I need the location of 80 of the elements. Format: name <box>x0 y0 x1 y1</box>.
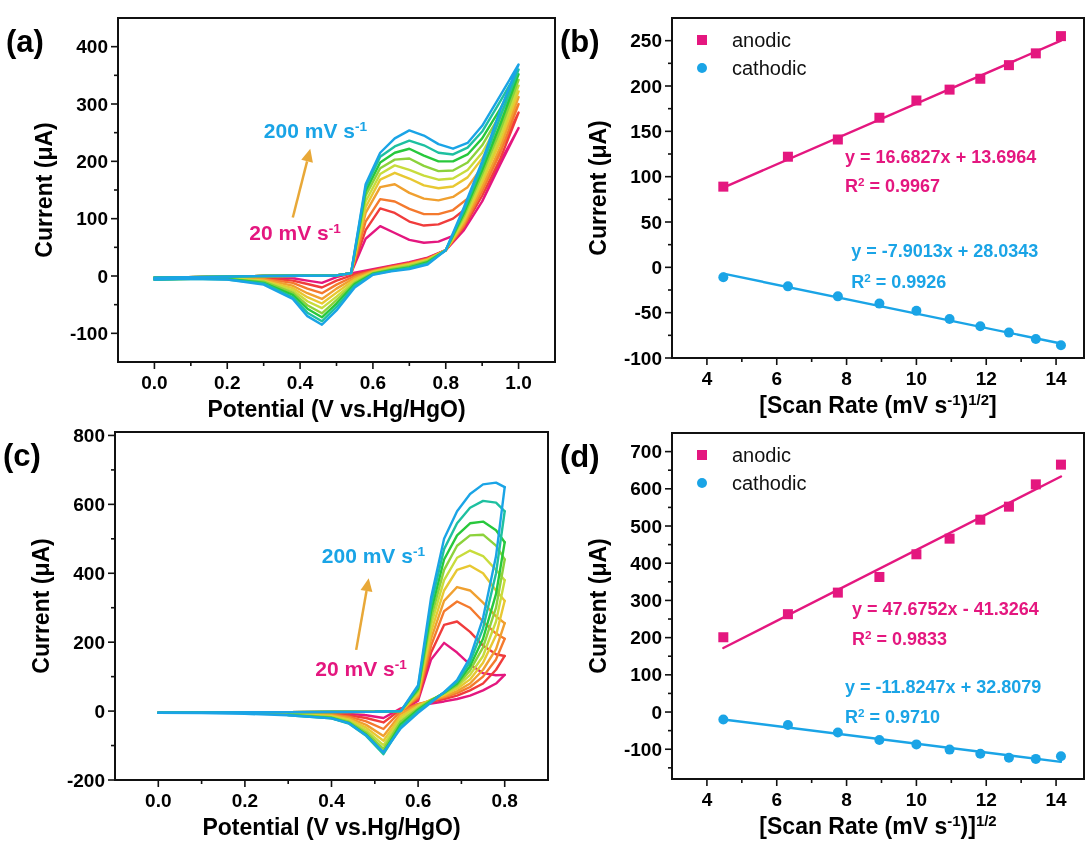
annotation: R$^{2}$ = 0.9926 <box>851 270 947 292</box>
y-tick-label: -200 <box>66 769 105 791</box>
y-tick-label: 200 <box>630 627 662 649</box>
y-tick-label: -100 <box>69 322 108 344</box>
y-tick-label: -100 <box>623 738 662 760</box>
y-axis-title: Current (μA) <box>28 538 54 674</box>
y-tick-label: 200 <box>73 631 105 653</box>
y-tick-label: 100 <box>76 208 108 230</box>
y-axis-title: Current (μA) <box>585 120 611 256</box>
y-tick-label: 0 <box>94 700 105 722</box>
legend-label: cathodic <box>732 57 807 79</box>
x-tick-label: 8 <box>841 368 852 389</box>
chart-title: (a) <box>6 24 44 59</box>
x-tick-label: 0.6 <box>359 372 387 393</box>
y-tick-label: 300 <box>630 590 662 612</box>
x-tick-label: 14 <box>1045 368 1068 389</box>
x-tick-label: 14 <box>1045 789 1068 810</box>
chart-title: (b) <box>560 24 600 59</box>
legend-label: anodic <box>732 444 791 466</box>
annotation: y = -7.9013x + 28.0343 <box>851 241 1039 262</box>
x-tick-label: 4 <box>701 789 713 810</box>
x-tick-label: 1.0 <box>505 372 532 393</box>
legend-label: anodic <box>732 29 791 51</box>
y-tick-label: -100 <box>623 347 662 369</box>
annotation: R$^{2}$ = 0.9710 <box>845 705 941 727</box>
x-tick-label: 4 <box>701 368 713 389</box>
y-axis-title: Current (μA) <box>31 122 57 258</box>
x-axis-title: [Scan Rate (mV s$^{-1}$)]$^{1/2}$ <box>759 811 997 839</box>
series-label: 20 mV s$^{-1}$ <box>315 656 408 680</box>
x-tick-label: 0.2 <box>214 372 241 393</box>
y-tick-label: 0 <box>651 701 662 723</box>
annotation: R$^{2}$ = 0.9967 <box>845 174 941 197</box>
chart-title: (c) <box>3 438 41 473</box>
y-tick-label: 50 <box>640 211 662 233</box>
y-tick-label: 300 <box>76 93 108 115</box>
x-axis-title: Potential (V vs.Hg/HgO) <box>207 396 466 422</box>
x-tick-label: 12 <box>975 789 997 810</box>
x-tick-label: 10 <box>905 368 927 389</box>
x-tick-label: 0.2 <box>231 790 259 811</box>
y-tick-label: 150 <box>630 120 662 142</box>
series-label: 20 mV s$^{-1}$ <box>249 220 342 244</box>
series-label: 200 mV s$^{-1}$ <box>321 543 426 567</box>
y-tick-label: 600 <box>630 478 662 500</box>
y-tick-label: 600 <box>73 494 105 516</box>
y-tick-label: 200 <box>630 75 662 97</box>
x-axis-title: Potential (V vs.Hg/HgO) <box>202 814 461 840</box>
x-tick-label: 0.8 <box>491 790 518 811</box>
x-tick-label: 6 <box>771 368 783 389</box>
y-tick-label: 500 <box>630 515 662 537</box>
y-tick-label: 700 <box>630 441 662 463</box>
y-tick-label: 400 <box>76 36 108 58</box>
x-tick-label: 0.6 <box>404 790 432 811</box>
y-tick-label: 400 <box>73 562 105 584</box>
y-tick-label: 100 <box>630 166 662 188</box>
annotation: y = -11.8247x + 32.8079 <box>845 676 1042 697</box>
chart-title: (d) <box>560 439 600 474</box>
x-tick-label: 12 <box>975 368 997 389</box>
x-tick-label: 0.8 <box>432 372 459 393</box>
y-tick-label: 400 <box>630 552 662 574</box>
y-tick-label: 250 <box>630 30 662 52</box>
x-tick-label: 0.4 <box>286 372 314 393</box>
annotation: R$^{2}$ = 0.9833 <box>852 627 948 650</box>
legend-label: cathodic <box>732 472 807 494</box>
x-tick-label: 8 <box>841 789 852 810</box>
x-tick-label: 0.4 <box>318 790 346 811</box>
y-tick-label: 0 <box>651 256 662 278</box>
y-tick-label: 800 <box>73 425 105 447</box>
x-axis-title: [Scan Rate (mV s$^{-1}$)$^{1/2}$] <box>759 390 997 418</box>
annotation: y = 16.6827x + 13.6964 <box>845 146 1037 167</box>
y-tick-label: -50 <box>634 302 662 324</box>
annotation: y = 47.6752x - 41.3264 <box>852 599 1039 619</box>
series-label: 200 mV s$^{-1}$ <box>263 118 368 143</box>
x-tick-label: 6 <box>771 789 783 810</box>
y-tick-label: 200 <box>76 150 108 172</box>
x-tick-label: 0.0 <box>145 790 172 811</box>
x-tick-label: 10 <box>905 789 927 810</box>
y-axis-title: Current (μA) <box>585 538 611 674</box>
y-tick-label: 0 <box>97 265 108 287</box>
x-tick-label: 0.0 <box>141 372 168 393</box>
y-tick-label: 100 <box>630 664 662 686</box>
